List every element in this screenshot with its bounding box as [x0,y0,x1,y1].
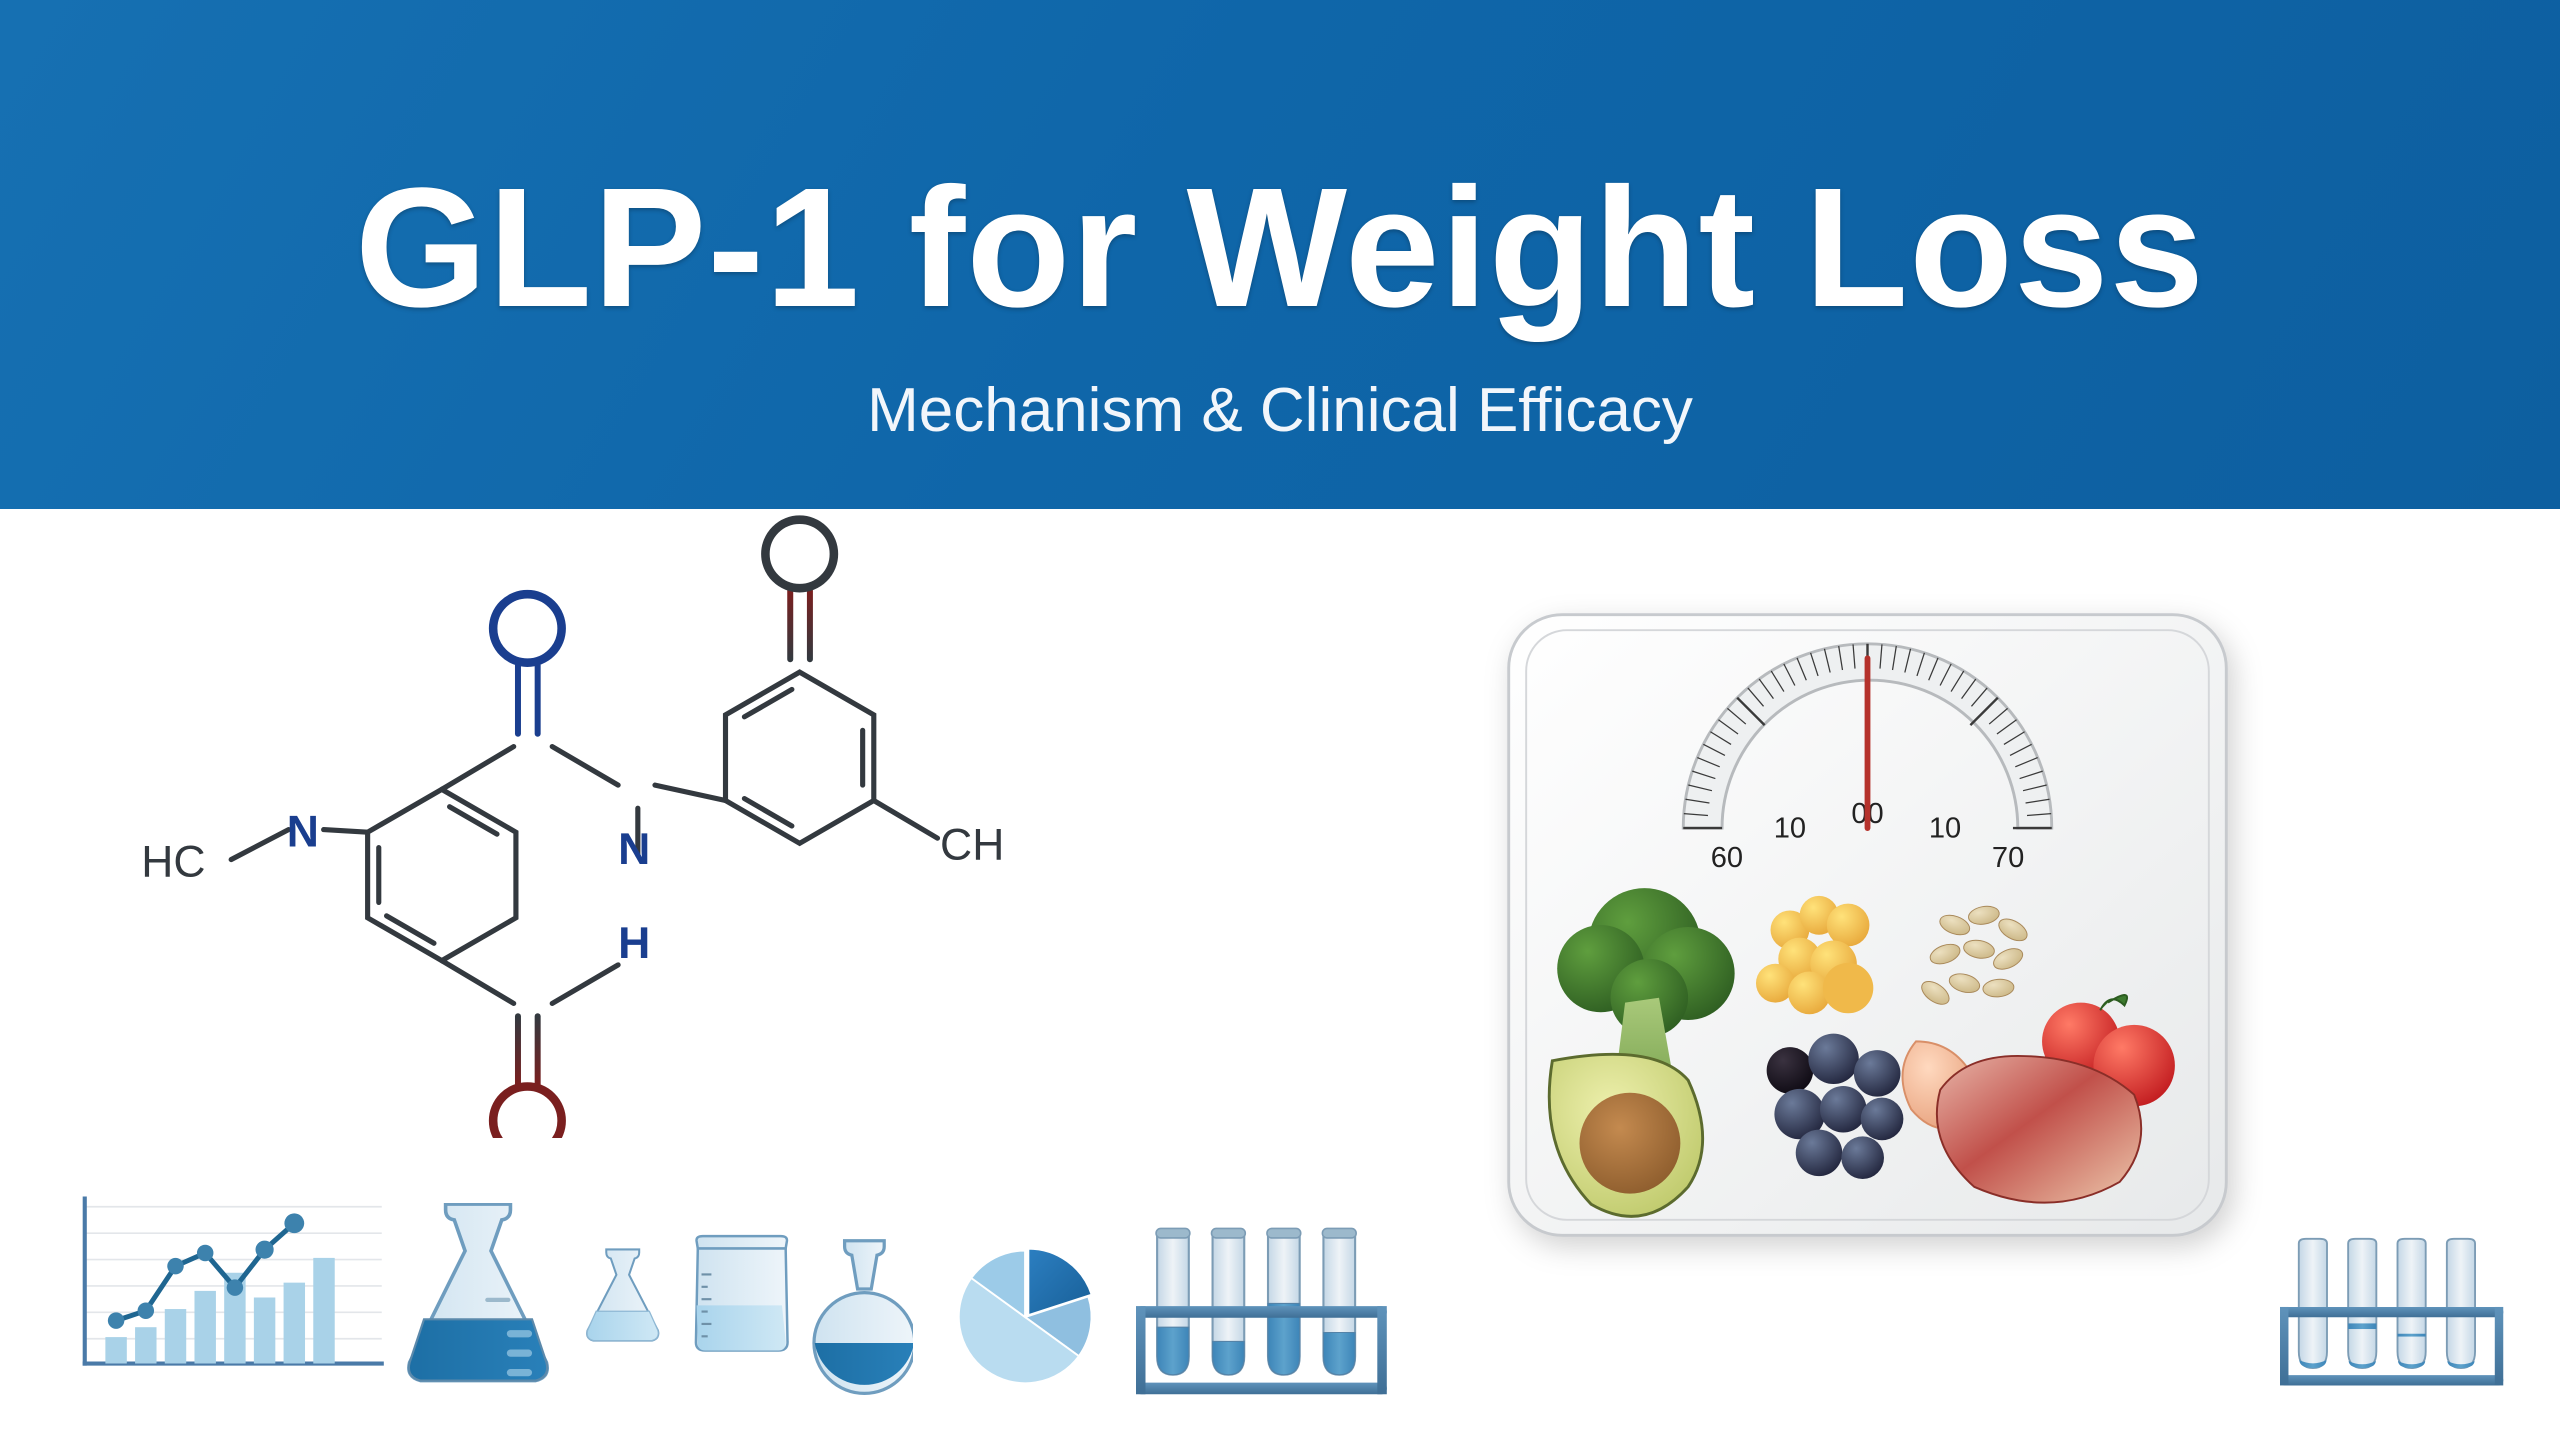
svg-text:70: 70 [1992,842,2024,874]
svg-text:N: N [287,808,319,857]
svg-text:H: H [618,919,650,968]
svg-text:HC: HC [141,838,205,887]
svg-text:10: 10 [1774,813,1806,845]
svg-text:N: N [618,825,650,874]
svg-text:10: 10 [1929,813,1961,845]
svg-text:CH: CH [940,821,1004,870]
svg-text:60: 60 [1711,842,1743,874]
